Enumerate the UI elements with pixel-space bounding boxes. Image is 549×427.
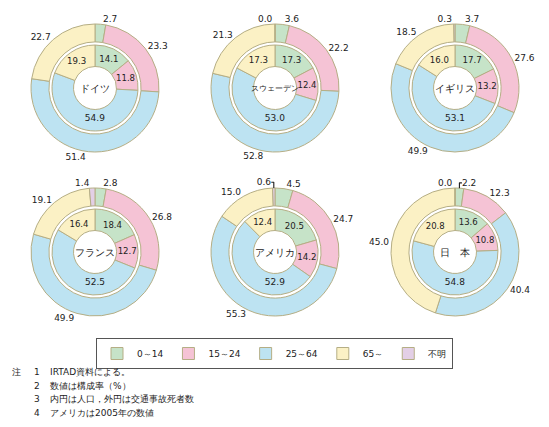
svg-text:22.7: 22.7 [31, 32, 51, 42]
svg-text:13.6: 13.6 [459, 217, 478, 227]
svg-text:49.9: 49.9 [408, 146, 428, 156]
svg-text:不明: 不明 [428, 349, 446, 359]
svg-text:25～64: 25～64 [286, 349, 318, 359]
svg-text:15.0: 15.0 [221, 187, 241, 197]
svg-text:21.3: 21.3 [213, 30, 233, 40]
svg-text:20.8: 20.8 [426, 221, 445, 231]
svg-text:17.7: 17.7 [462, 55, 481, 65]
svg-text:3: 3 [34, 394, 40, 404]
svg-text:14.2: 14.2 [297, 252, 316, 262]
svg-text:内円は人口，外円は交通事故死者数: 内円は人口，外円は交通事故死者数 [50, 394, 194, 404]
svg-text:49.9: 49.9 [54, 313, 74, 323]
svg-text:17.3: 17.3 [249, 55, 268, 65]
svg-text:15～24: 15～24 [208, 349, 240, 359]
svg-text:0.6: 0.6 [257, 177, 272, 187]
svg-text:3.7: 3.7 [465, 14, 479, 24]
svg-text:4.5: 4.5 [287, 179, 301, 189]
svg-text:2.8: 2.8 [103, 178, 118, 188]
svg-text:0.3: 0.3 [438, 14, 452, 24]
svg-text:3.6: 3.6 [285, 14, 300, 24]
svg-text:54.9: 54.9 [85, 113, 105, 123]
svg-text:日 本: 日 本 [440, 247, 470, 258]
svg-text:1.4: 1.4 [75, 178, 90, 188]
svg-text:フランス: フランス [75, 247, 115, 258]
svg-text:12.4: 12.4 [253, 217, 272, 227]
svg-text:17.3: 17.3 [282, 55, 301, 65]
svg-text:12.7: 12.7 [118, 246, 137, 256]
svg-text:ドイツ: ドイツ [80, 83, 110, 94]
svg-text:16.0: 16.0 [430, 55, 449, 65]
svg-text:2: 2 [34, 381, 40, 391]
svg-text:45.0: 45.0 [369, 237, 389, 247]
svg-text:52.5: 52.5 [85, 277, 105, 287]
svg-text:19.1: 19.1 [32, 195, 52, 205]
svg-text:40.4: 40.4 [510, 285, 530, 295]
svg-text:IRTAD資料による。: IRTAD資料による。 [50, 367, 130, 377]
svg-text:23.3: 23.3 [148, 41, 168, 51]
svg-text:数値は構成率（%）: 数値は構成率（%） [50, 381, 131, 391]
svg-text:53.0: 53.0 [265, 113, 285, 123]
svg-text:55.3: 55.3 [226, 309, 246, 319]
svg-text:24.7: 24.7 [333, 214, 353, 224]
svg-text:10.8: 10.8 [475, 235, 494, 245]
svg-text:スウェーデン: スウェーデン [251, 84, 299, 93]
svg-text:52.8: 52.8 [243, 151, 263, 161]
svg-text:0.0: 0.0 [258, 14, 273, 24]
svg-text:12.4: 12.4 [297, 80, 316, 90]
svg-text:54.8: 54.8 [445, 277, 465, 287]
svg-text:注: 注 [12, 367, 21, 377]
svg-text:22.2: 22.2 [329, 43, 349, 53]
svg-text:14.1: 14.1 [99, 54, 118, 64]
svg-text:18.4: 18.4 [103, 220, 122, 230]
svg-text:アメリカ: アメリカ [255, 247, 295, 258]
svg-text:51.4: 51.4 [66, 152, 86, 162]
svg-text:4: 4 [34, 408, 40, 418]
svg-text:16.4: 16.4 [69, 219, 88, 229]
svg-text:1: 1 [34, 367, 40, 377]
svg-text:65～: 65～ [363, 349, 383, 359]
svg-text:53.1: 53.1 [445, 113, 465, 123]
svg-text:2.7: 2.7 [103, 14, 117, 24]
svg-text:27.6: 27.6 [515, 53, 535, 63]
svg-text:13.2: 13.2 [478, 81, 497, 91]
svg-text:0.0: 0.0 [438, 178, 453, 188]
svg-text:19.3: 19.3 [67, 56, 86, 66]
svg-text:アメリカは2005年の数値: アメリカは2005年の数値 [50, 408, 154, 418]
svg-text:52.9: 52.9 [265, 277, 285, 287]
svg-text:18.5: 18.5 [396, 27, 416, 37]
svg-text:12.3: 12.3 [490, 188, 510, 198]
svg-text:2.2: 2.2 [462, 178, 476, 188]
svg-text:26.8: 26.8 [152, 212, 172, 222]
svg-text:0～14: 0～14 [137, 349, 163, 359]
svg-text:11.8: 11.8 [116, 73, 135, 83]
svg-text:イギリス: イギリス [435, 83, 475, 94]
svg-text:20.5: 20.5 [285, 221, 304, 231]
